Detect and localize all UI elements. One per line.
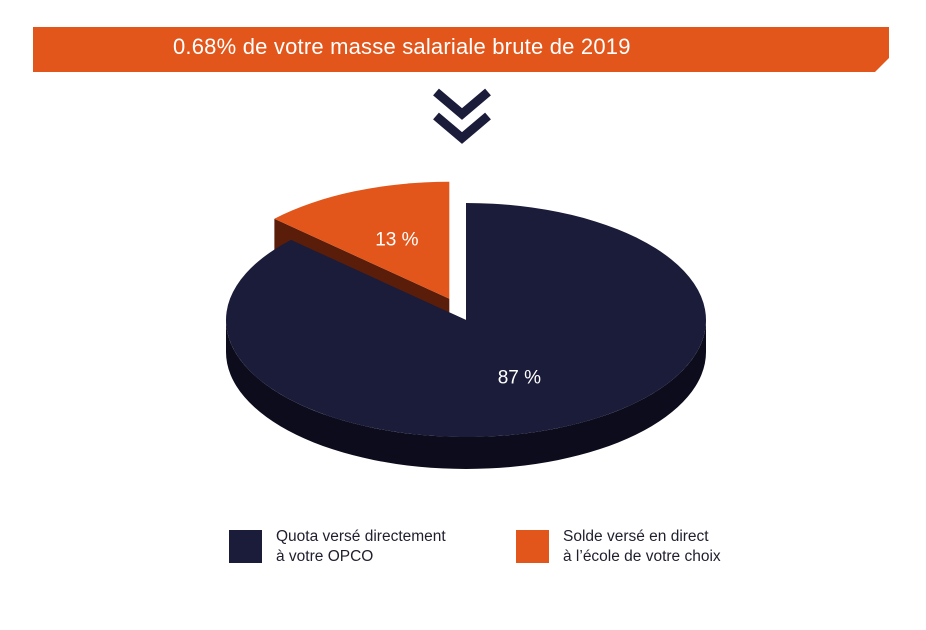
double-chevron-down-icon xyxy=(433,88,491,144)
pie-slice-0 xyxy=(226,203,707,437)
legend-label-quota-line1: Quota versé directement xyxy=(276,528,446,545)
pie-slice-label-1: 13 % xyxy=(375,230,418,251)
header-banner xyxy=(33,27,889,72)
legend-label-quota-line2: à votre OPCO xyxy=(276,548,374,565)
pie-slice-label-0: 87 % xyxy=(498,368,541,389)
pie-slice-1 xyxy=(274,181,450,299)
pie-chart: 87 % 13 % xyxy=(226,181,707,469)
legend-swatch-solde xyxy=(516,530,549,563)
pie-tops: 87 % 13 % xyxy=(226,181,707,437)
legend-label-solde-line2: à l’école de votre choix xyxy=(563,548,721,565)
legend-label-solde-line1: Solde versé en direct xyxy=(563,528,709,545)
legend-swatch-quota xyxy=(229,530,262,563)
legend-item-quota: Quota versé directement à votre OPCO xyxy=(229,527,446,567)
header-title: 0.68% de votre masse salariale brute de … xyxy=(173,34,631,59)
header-banner-shape xyxy=(33,27,889,72)
legend-label-quota: Quota versé directement à votre OPCO xyxy=(276,527,446,567)
legend-label-solde: Solde versé en direct à l’école de votre… xyxy=(563,527,721,567)
pie-slice-side-0 xyxy=(226,320,706,469)
legend-item-solde: Solde versé en direct à l’école de votre… xyxy=(516,527,721,567)
